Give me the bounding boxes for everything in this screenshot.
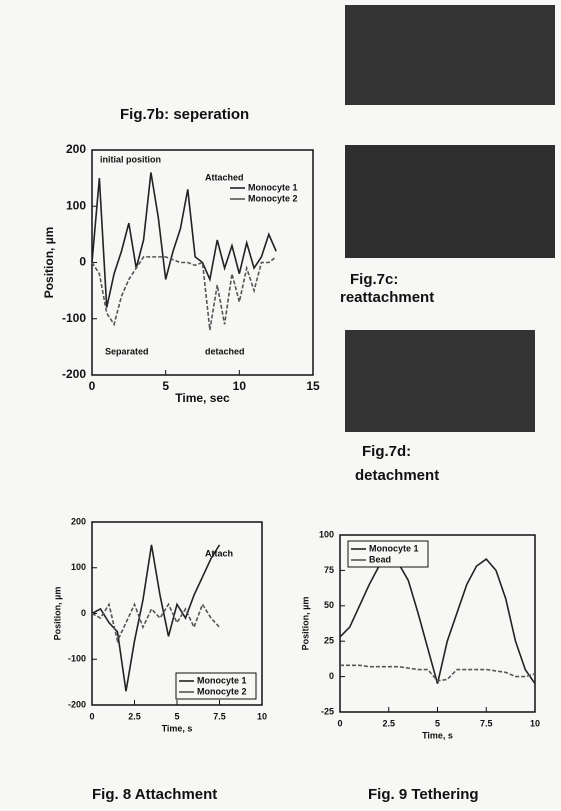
annotation: detached [205,346,245,356]
x-tick-label: 5 [162,379,169,393]
caption: detachment [355,467,439,484]
caption: reattachment [340,289,434,306]
x-tick-label: 7.5 [213,711,226,721]
annotation: initial position [100,154,161,164]
y-tick-label: 100 [71,562,86,572]
x-tick-label: 5 [435,718,440,728]
annotation: Attach [205,548,233,558]
x-tick-label: 10 [530,718,540,728]
legend-label: Monocyte 2 [248,193,298,203]
y-tick-label: 25 [324,636,334,646]
legend-label: Bead [369,554,391,564]
y-tick-label: -25 [321,706,334,716]
y-tick-label: -200 [62,367,86,381]
x-tick-label: 0 [337,718,342,728]
x-axis-label: Time, sec [175,391,230,405]
x-tick-label: 15 [306,379,320,393]
y-tick-label: 0 [81,608,86,618]
annotation: Separated [105,346,149,356]
data-line [91,544,221,692]
y-tick-label: -100 [68,654,86,664]
photo [345,145,555,258]
y-tick-label: 100 [66,198,86,212]
caption: Fig. 9 Tethering [368,786,479,803]
y-tick-label: 200 [71,516,86,526]
y-tick-label: 200 [66,142,86,156]
y-tick-label: -100 [62,311,86,325]
data-line [339,557,536,685]
x-tick-label: 0 [89,711,94,721]
x-axis-label: Time, s [422,730,453,740]
x-tick-label: 0 [89,379,96,393]
x-axis-label: Time, s [162,723,193,733]
y-tick-label: 100 [319,529,334,539]
data-line [91,602,221,644]
legend-label: Monocyte 2 [197,686,247,696]
y-axis-label: Position, µm [42,227,56,299]
legend-box [227,180,307,206]
x-tick-label: 5 [174,711,179,721]
legend-label: Monocyte 1 [369,543,419,553]
data-line [91,256,277,331]
y-tick-label: 0 [79,255,86,269]
x-tick-label: 10 [233,379,247,393]
y-tick-label: 75 [324,565,334,575]
legend-label: Monocyte 1 [197,675,247,685]
y-tick-label: 0 [329,671,334,681]
x-tick-label: 2.5 [128,711,141,721]
caption: Fig.7c: [350,271,398,288]
y-axis-label: Position, µm [52,587,62,641]
y-tick-label: 50 [324,600,334,610]
photo [345,330,535,432]
x-tick-label: 2.5 [382,718,395,728]
legend-box [347,540,429,568]
caption: Fig. 8 Attachment [92,786,217,803]
legend-label: Monocyte 1 [248,182,298,192]
annotation: Attached [205,172,244,182]
legend-box [175,672,257,700]
x-tick-label: 7.5 [480,718,493,728]
photo [345,5,555,105]
x-tick-label: 10 [257,711,267,721]
data-line [340,664,536,682]
y-tick-label: -200 [68,699,86,709]
data-line [91,172,277,308]
caption: Fig.7d: [362,443,411,460]
y-axis-label: Position, µm [300,597,310,651]
caption: Fig.7b: seperation [120,106,249,123]
